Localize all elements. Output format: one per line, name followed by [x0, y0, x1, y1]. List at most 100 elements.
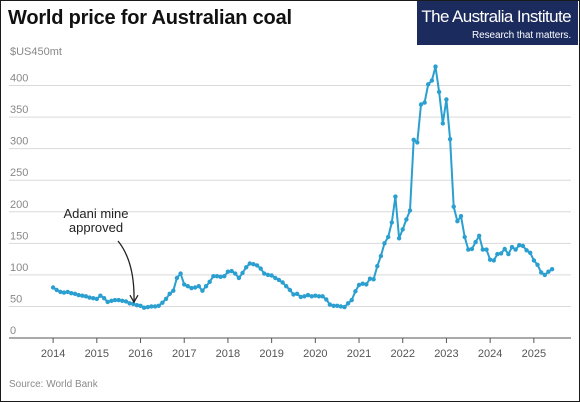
data-point [258, 266, 263, 271]
data-point [320, 294, 325, 299]
data-point [149, 304, 154, 309]
data-point [200, 288, 205, 293]
y-tick-label: 400 [10, 73, 28, 85]
data-point [531, 258, 537, 263]
data-point [509, 244, 515, 250]
data-point [484, 247, 489, 252]
data-point [407, 208, 413, 213]
data-point [309, 294, 314, 299]
data-point [236, 275, 242, 281]
source-note: Source: World Bank [9, 379, 98, 390]
data-point [229, 268, 234, 274]
x-tick-label: 2024 [478, 348, 502, 360]
data-point [469, 246, 475, 252]
x-tick-label: 2014 [41, 348, 65, 360]
data-point [495, 251, 500, 257]
data-point [185, 284, 190, 289]
data-point [273, 275, 278, 281]
data-point [189, 285, 194, 291]
data-point [302, 294, 307, 299]
data-point [134, 303, 140, 308]
brand-logo: The Australia Institute Research that ma… [417, 1, 578, 45]
data-point [61, 290, 67, 295]
data-point [276, 277, 282, 283]
data-point [375, 263, 380, 269]
data-point [480, 247, 485, 252]
data-point [520, 243, 526, 249]
data-point [240, 270, 245, 276]
data-point [378, 253, 384, 259]
data-point [156, 303, 161, 308]
x-tick-label: 2025 [522, 348, 546, 360]
data-point [50, 285, 56, 290]
data-point [163, 296, 169, 302]
data-point [127, 301, 132, 306]
series-line [52, 65, 553, 309]
data-point [367, 276, 373, 281]
data-point [167, 291, 172, 296]
data-point [422, 100, 427, 105]
data-point [436, 89, 442, 95]
data-point [203, 284, 209, 289]
y-tick-label: 100 [10, 262, 28, 274]
data-point [462, 234, 467, 240]
data-point [105, 299, 110, 305]
data-point [91, 296, 96, 301]
data-point [94, 296, 100, 302]
data-point [386, 234, 391, 240]
data-point [247, 261, 252, 266]
data-point [87, 295, 92, 300]
annotation-text-line-2: approved [69, 220, 123, 235]
data-point [83, 294, 89, 299]
data-point [280, 280, 285, 285]
data-point [400, 227, 405, 232]
annotation-arrow [117, 240, 135, 303]
data-point [539, 270, 544, 275]
data-point [287, 287, 293, 293]
data-point [196, 284, 201, 289]
data-point [211, 274, 216, 279]
data-point [54, 287, 59, 293]
data-point [120, 298, 125, 303]
annotation-arrowhead [129, 294, 139, 304]
data-point [101, 296, 107, 301]
data-point [542, 272, 547, 278]
chart-title: World price for Australian coal [8, 7, 292, 29]
series [50, 64, 555, 310]
data-point [72, 291, 78, 296]
data-point [473, 239, 478, 245]
y-tick-label: 150 [10, 230, 28, 242]
y-axis-label: $US450mt [10, 46, 62, 58]
data-point [145, 304, 150, 310]
data-point [389, 220, 394, 225]
data-point [342, 304, 347, 310]
axes: 0 50 100 150 200 250 300 350 400 2014 2015 2016 2017… [9, 73, 571, 360]
brand-tagline: Research that matters. [472, 30, 571, 41]
data-point [182, 282, 187, 287]
data-point [498, 251, 504, 256]
data-point [112, 297, 118, 303]
data-point [360, 281, 365, 286]
data-point [426, 82, 431, 87]
data-point [225, 269, 231, 274]
x-tick-label: 2023 [434, 348, 458, 360]
x-tick-label: 2021 [347, 348, 371, 360]
data-point [327, 302, 333, 307]
gridlines [9, 85, 571, 307]
x-tick-label: 2016 [128, 348, 152, 360]
data-point [141, 305, 147, 310]
data-point [415, 140, 420, 145]
data-point [116, 297, 121, 303]
data-point [502, 246, 507, 252]
data-point [404, 217, 409, 222]
y-tick-label: 250 [10, 167, 28, 179]
data-point [76, 292, 81, 298]
data-point [316, 294, 322, 299]
data-point [109, 298, 114, 303]
x-tick-label: 2018 [216, 348, 240, 360]
data-point [345, 301, 351, 306]
x-tick-label: 2015 [85, 348, 109, 360]
data-point [160, 300, 165, 305]
